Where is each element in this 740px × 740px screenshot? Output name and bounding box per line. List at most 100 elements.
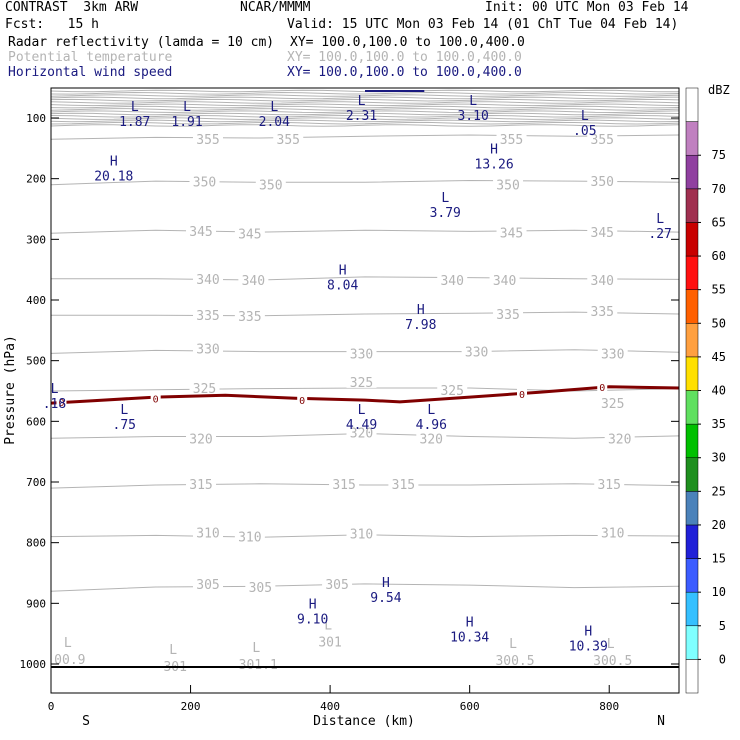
x-tick-label: 200 [181,700,201,713]
theta-label-bg [186,222,217,237]
theta-label-bg [587,271,618,286]
wind-extremum-value: .05 [573,124,596,139]
colorbar-label: 70 [712,182,726,196]
wind-extremum-type: H [466,616,474,631]
wind-extremum-type: L [358,403,366,418]
wind-extremum-value: 10.34 [450,631,489,646]
colorbar-bin [685,188,699,223]
theta-label-bg [493,305,524,320]
theta-label: 325 [350,376,373,391]
theta-label: 305 [325,578,348,593]
theta-label-bg [496,131,527,146]
colorbar-bin [685,423,699,458]
upper-isentrope [50,91,680,95]
theta-label: 345 [591,226,614,241]
colorbar-label: 50 [712,316,726,330]
zero-label: 0 [519,390,525,401]
wind-extremum-type: L [581,109,589,124]
theta-label: 345 [238,227,261,242]
upper-isentrope [50,114,680,118]
colorbar-bin [685,222,699,257]
colorbar-bin [685,255,699,290]
wind-extremum-type: L [183,100,191,115]
zero-label: 0 [599,383,605,394]
wind-extremum-value: 2.31 [346,109,377,124]
theta-label: 335 [591,305,614,320]
theta-label-bg [587,131,618,146]
upper-isentrope [50,105,680,109]
theta-label-bg [489,271,520,286]
wind-extremum-type: L [358,94,366,109]
wind-extremum-type: L [51,382,59,397]
colorbar-label: 65 [712,215,726,229]
upper-isentrope [50,103,680,107]
wind-extremum-value: 1.87 [119,115,150,130]
wind-extremum-value: 9.10 [297,612,328,627]
y-tick-label: 500 [26,355,46,368]
theta-label: 315 [332,478,355,493]
theta-extremum-mark: L [324,619,332,634]
colorbar-bin [685,87,699,122]
theta-label: 301.1 [239,658,278,673]
colorbar-bin [685,591,699,627]
theta-label: 350 [259,179,282,194]
colorbar-label: 25 [712,484,726,498]
forecast-hour: Fcst: 15 h [5,17,99,32]
wind-extremum-value: 10.39 [569,640,608,655]
colorbar-bin [685,457,699,492]
theta-label-bg [388,475,419,490]
zero-label-bg [597,380,608,392]
theta-label: 305 [249,581,272,596]
theta-label-bg [329,475,360,490]
wind-extremum-type: H [382,576,390,591]
theta-label: 310 [350,528,373,543]
theta-label-bg [587,173,618,188]
theta-label-bg [189,173,220,188]
theta-label: 340 [196,273,219,288]
theta-label: 320 [608,432,631,447]
theta-label-bg [193,131,223,146]
theta-label: 335 [496,308,519,323]
wind-extremum-value: 4.49 [346,418,377,433]
theta-label: 330 [196,343,219,358]
wind-extremum-type: L [120,403,128,418]
init-time: Init: 00 UTC Mon 03 Feb 14 [485,0,689,15]
theta-label-bg [496,224,527,239]
wind-extremum-value: 8.04 [327,279,358,294]
upper-isentrope [50,119,680,123]
theta-label: 340 [242,274,265,289]
theta-label-bg [193,524,223,539]
colorbar-bin [685,625,699,660]
zero-label: 0 [58,398,64,409]
wind-extremum-value: 3.10 [457,109,488,124]
colorbar-label: 45 [712,350,726,364]
theta-extremum-mark: L [509,637,517,652]
theta-label: 345 [500,227,523,242]
colorbar-label: 30 [712,451,726,465]
theta-label-bg [604,430,635,445]
theta-label: 350 [591,175,614,190]
colorbar-label: 75 [712,148,726,162]
theta-label-bg [234,225,265,240]
theta-contour [51,276,680,281]
wind-extremum-value: .75 [113,418,136,433]
theta-label-bg [315,633,346,648]
field-label-theta: Potential temperature [8,50,173,65]
theta-label-bg [346,424,377,439]
theta-label-bg [461,343,492,358]
colorbar-label: 15 [712,552,726,566]
y-axis-label: Pressure (hPa) [3,335,18,445]
theta-label-bg [186,430,217,445]
field-xy-wind: XY= 100.0,100.0 to 100.0,400.0 [287,65,522,80]
south-label: S [82,714,90,729]
colorbar-label: 55 [712,283,726,297]
theta-label: 330 [350,347,373,362]
theta-label: 340 [493,274,516,289]
wind-extremum-value: 1.91 [171,115,202,130]
colorbar-bin [685,323,699,358]
theta-label: 320 [420,432,443,447]
theta-label: 300.5 [495,654,534,669]
colorbar-bin [685,154,699,190]
